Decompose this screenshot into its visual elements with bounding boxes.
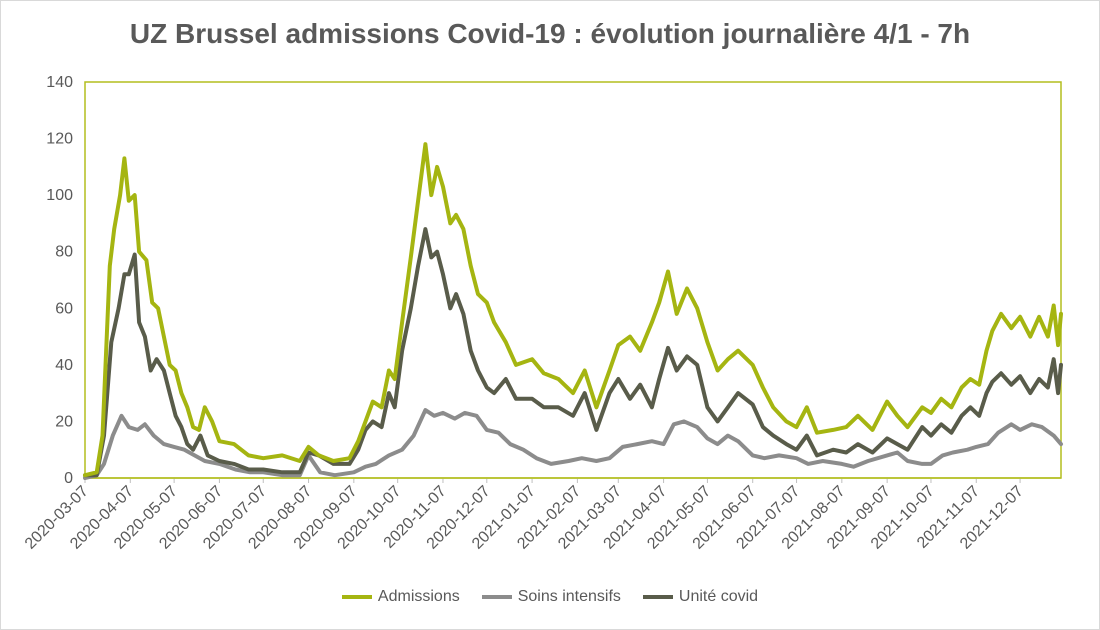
legend-item-admissions: Admissions [341,588,460,606]
series-line-admissions [83,142,1063,478]
y-tick-label: 80 [55,244,73,261]
legend-label-soins-intensifs: Soins intensifs [517,588,621,605]
legend-item-unite-covid: Unité covid [642,588,759,606]
y-tick-label: 20 [55,413,73,430]
series-line-unit-covid [83,227,1063,478]
chart-title: UZ Brussel admissions Covid-19 : évoluti… [129,18,971,49]
y-tick-label: 100 [46,187,73,204]
legend-label-admissions: Admissions [377,588,460,605]
legend-swatch-soins-intensifs [481,595,512,599]
y-tick-label: 140 [46,74,73,91]
legend-swatch-unite-covid [642,595,673,599]
y-tick-label: 60 [55,300,73,317]
y-tick-label: 0 [64,470,73,487]
y-tick-label: 120 [46,131,73,148]
y-tick-label: 40 [55,357,73,374]
legend-swatch-admissions [341,595,372,599]
legend-label-unite-covid: Unité covid [678,588,759,605]
legend: Admissions Soins intensifs Unité covid [0,588,1100,606]
legend-item-soins-intensifs: Soins intensifs [481,588,621,606]
series-line-soins-intensifs [83,408,1063,480]
